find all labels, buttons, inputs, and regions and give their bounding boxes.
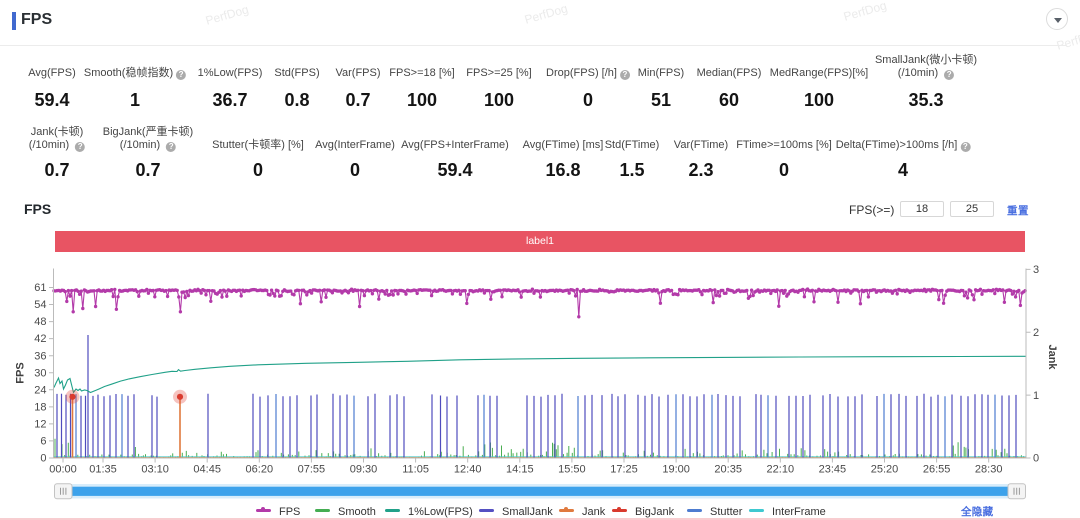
svg-text:15:50: 15:50: [558, 464, 586, 476]
svg-text:2: 2: [1033, 327, 1039, 339]
svg-text:0: 0: [40, 453, 46, 465]
svg-text:6: 6: [40, 436, 46, 448]
svg-text:54: 54: [34, 299, 46, 311]
svg-text:09:30: 09:30: [350, 464, 378, 476]
svg-text:12: 12: [34, 419, 46, 431]
svg-text:FPS: FPS: [15, 362, 27, 383]
svg-text:0: 0: [1033, 453, 1039, 465]
svg-text:19:00: 19:00: [662, 464, 690, 476]
svg-text:1: 1: [1033, 390, 1039, 402]
svg-text:61: 61: [34, 282, 46, 294]
svg-text:11:05: 11:05: [402, 464, 429, 476]
svg-text:12:40: 12:40: [454, 464, 482, 476]
svg-text:17:25: 17:25: [610, 464, 638, 476]
svg-text:30: 30: [34, 367, 46, 379]
svg-text:36: 36: [34, 350, 46, 362]
svg-text:3: 3: [1033, 264, 1039, 276]
svg-text:01:35: 01:35: [89, 464, 117, 476]
svg-text:25:20: 25:20: [871, 464, 899, 476]
svg-text:20:35: 20:35: [714, 464, 742, 476]
svg-text:26:55: 26:55: [923, 464, 951, 476]
svg-text:18: 18: [34, 402, 46, 414]
svg-text:23:45: 23:45: [819, 464, 847, 476]
svg-text:24: 24: [34, 384, 46, 396]
svg-text:28:30: 28:30: [975, 464, 1003, 476]
svg-text:04:45: 04:45: [193, 464, 221, 476]
svg-text:03:10: 03:10: [141, 464, 169, 476]
svg-text:07:55: 07:55: [298, 464, 326, 476]
svg-text:48: 48: [34, 316, 46, 328]
svg-text:00:00: 00:00: [49, 464, 77, 476]
svg-text:22:10: 22:10: [767, 464, 795, 476]
svg-text:06:20: 06:20: [246, 464, 274, 476]
svg-text:Jank: Jank: [1046, 344, 1058, 370]
svg-text:42: 42: [34, 333, 46, 345]
svg-text:14:15: 14:15: [506, 464, 534, 476]
